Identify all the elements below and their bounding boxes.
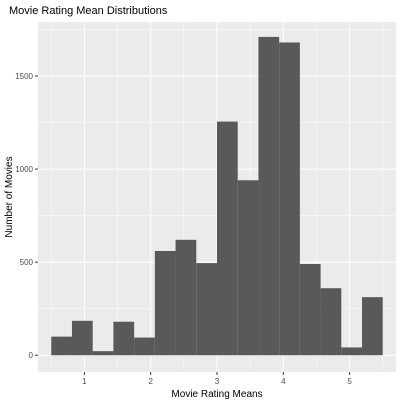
histogram-bar: [71, 320, 93, 356]
y-tick-label: 1000: [15, 165, 33, 174]
x-tick-label: 5: [347, 377, 352, 386]
histogram-bar: [154, 250, 176, 356]
x-tick-label: 2: [148, 377, 153, 386]
histogram-bar: [175, 239, 197, 356]
histogram-bar: [299, 264, 321, 356]
histogram-bar: [196, 263, 217, 356]
y-tick-label: 500: [20, 258, 34, 267]
x-tick-label: 1: [82, 377, 87, 386]
histogram-bar: [258, 36, 280, 356]
histogram-bar: [362, 297, 383, 356]
histogram-bar: [341, 347, 363, 356]
x-tick-label: 3: [215, 377, 220, 386]
histogram-bar: [320, 288, 342, 356]
histogram-bar: [92, 351, 114, 356]
chart-title: Movie Rating Mean Distributions: [9, 5, 168, 17]
histogram-bar: [237, 180, 259, 356]
y-tick-label: 0: [29, 351, 34, 360]
y-axis-title: Number of Movies: [4, 156, 15, 237]
histogram-bar: [279, 42, 300, 356]
histogram-bar: [113, 321, 135, 356]
y-axis: 0 500 1000 1500: [15, 72, 38, 360]
histogram-bar: [51, 336, 72, 356]
x-axis-title: Movie Rating Means: [171, 389, 262, 400]
x-axis: 1 2 3 4 5: [82, 372, 352, 386]
histogram-bar: [217, 121, 238, 356]
y-tick-label: 1500: [15, 72, 33, 81]
bars: [51, 36, 383, 356]
x-tick-label: 4: [281, 377, 286, 386]
histogram-bar: [134, 337, 155, 356]
